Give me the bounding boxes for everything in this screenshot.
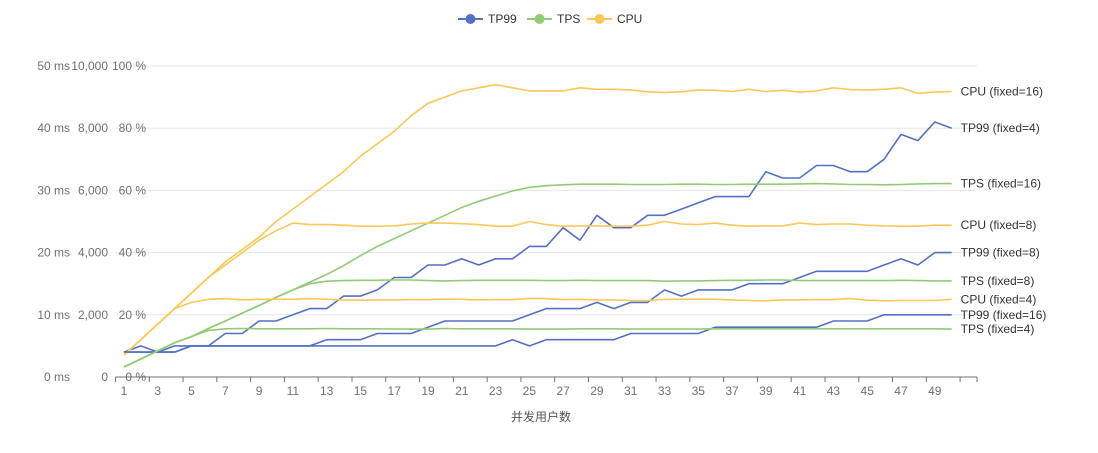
x-axis: 1 3 5 7 9 11 13 15 17 19 21 23 25 27 29 31 33 35 37 39 41 43 4…: [115, 376, 978, 398]
x-tick-label: 43: [827, 384, 841, 398]
y-tick-label-tp99: 20 ms: [37, 246, 70, 260]
x-axis-title: 并发用户数: [511, 409, 571, 424]
series-end-label: CPU (fixed=16): [961, 85, 1043, 99]
y-tick-label-tps: 10,000: [71, 59, 108, 73]
x-tick-label: 5: [188, 384, 195, 398]
x-tick-label: 33: [658, 384, 672, 398]
legend-label: TPS: [557, 12, 580, 26]
y-tick-label-tps: 0: [101, 370, 108, 384]
x-tick-label: 41: [793, 384, 807, 398]
x-tick-label: 29: [590, 384, 604, 398]
x-tick-label: 17: [388, 384, 402, 398]
series-end-label: TP99 (fixed=8): [961, 246, 1040, 260]
y-axes: 0 ms 0 0 %10 ms 2,000 20 %20 ms 4,000 40 %30 m…: [37, 59, 146, 384]
series-line-tps-fixed-16[interactable]: [123, 182, 952, 368]
y-tick-label-tp99: 10 ms: [37, 308, 70, 322]
legend-marker-icon: [594, 14, 605, 24]
legend: TP99 TPS CPU: [458, 12, 642, 26]
series-line-tps-fixed-4[interactable]: [123, 327, 952, 368]
x-tick-label: 13: [320, 384, 334, 398]
x-tick-label: 25: [523, 384, 537, 398]
gridlines: [115, 65, 977, 316]
y-tick-label-tp99: 30 ms: [37, 183, 70, 197]
series-end-label: TP99 (fixed=16): [961, 308, 1047, 322]
series-end-label: CPU (fixed=4): [961, 292, 1037, 306]
y-tick-label-tp99: 0 ms: [44, 370, 70, 384]
x-tick-label: 35: [692, 384, 706, 398]
y-tick-label-tps: 6,000: [78, 183, 108, 197]
y-tick-label-tp99: 50 ms: [37, 59, 70, 73]
y-tick-label-cpu: 40 %: [119, 246, 147, 260]
series-line-tp99-fixed-16[interactable]: [123, 313, 952, 353]
x-tick-label: 15: [354, 384, 368, 398]
y-tick-label-cpu: 60 %: [119, 183, 147, 197]
series-end-label: TPS (fixed=8): [961, 274, 1035, 288]
series-line-tps-fixed-8[interactable]: [123, 279, 952, 368]
legend-marker-icon: [534, 14, 545, 24]
x-tick-label: 31: [624, 384, 638, 398]
legend-item-tps[interactable]: TPS: [527, 12, 580, 26]
legend-label: TP99: [488, 12, 517, 26]
x-tick-label: 49: [928, 384, 942, 398]
y-tick-label-tp99: 40 ms: [37, 121, 70, 135]
y-tick-label-cpu: 20 %: [119, 308, 147, 322]
series-line-cpu-fixed-16[interactable]: [123, 83, 952, 356]
series-end-label: TPS (fixed=4): [961, 322, 1035, 336]
x-tick-label: 3: [154, 384, 161, 398]
x-tick-label: 7: [222, 384, 229, 398]
series-lines: [123, 83, 952, 368]
x-tick-label: 19: [421, 384, 435, 398]
legend-item-tp99[interactable]: TP99: [458, 12, 517, 26]
series-line-cpu-fixed-8[interactable]: [123, 220, 952, 356]
x-tick-label: 21: [455, 384, 469, 398]
series-line-tp99-fixed-4[interactable]: [123, 121, 952, 353]
x-tick-label: 27: [556, 384, 570, 398]
y-tick-label-cpu: 100 %: [112, 59, 146, 73]
x-tick-label: 23: [489, 384, 503, 398]
x-tick-label: 1: [121, 384, 128, 398]
y-tick-label-tps: 2,000: [78, 308, 108, 322]
series-end-label: TPS (fixed=16): [961, 177, 1041, 191]
x-tick-label: 37: [725, 384, 739, 398]
series-line-tp99-fixed-8[interactable]: [123, 251, 952, 353]
legend-item-cpu[interactable]: CPU: [587, 12, 642, 26]
y-tick-label-cpu: 80 %: [119, 121, 147, 135]
x-tick-label: 47: [894, 384, 908, 398]
series-end-label: TP99 (fixed=4): [961, 121, 1040, 135]
series-end-labels: CPU (fixed=16) TP99 (fixed=4) TPS (fixed=1…: [961, 85, 1047, 337]
y-tick-label-tps: 4,000: [78, 246, 108, 260]
x-tick-label: 11: [287, 384, 300, 398]
x-tick-label: 9: [256, 384, 263, 398]
y-tick-label-tps: 8,000: [78, 121, 108, 135]
legend-marker-icon: [465, 14, 476, 24]
x-tick-label: 39: [759, 384, 773, 398]
legend-label: CPU: [617, 12, 642, 26]
x-tick-label: 45: [861, 384, 875, 398]
series-line-cpu-fixed-4[interactable]: [123, 297, 952, 356]
series-end-label: CPU (fixed=8): [961, 218, 1037, 232]
